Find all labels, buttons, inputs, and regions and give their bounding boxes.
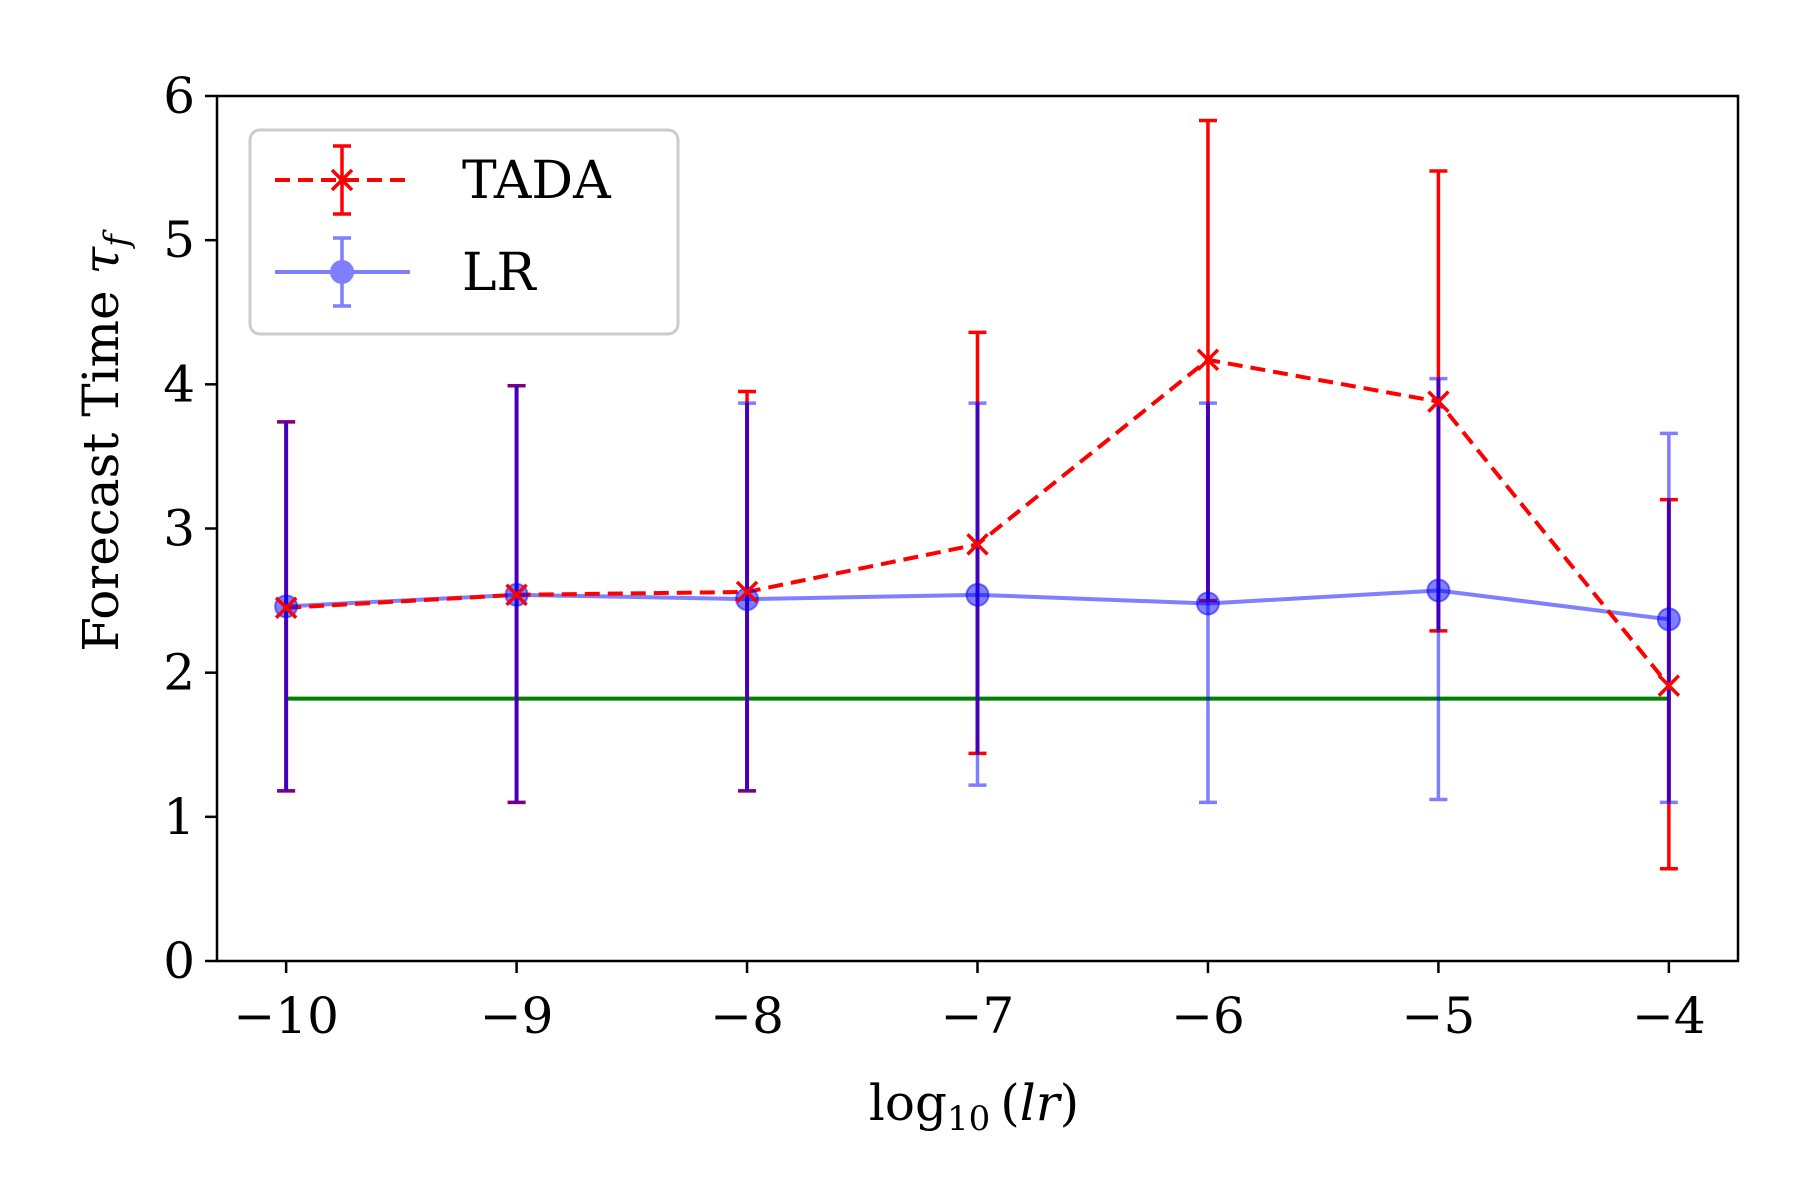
x-tick-label: −10	[233, 987, 339, 1045]
tada-marker	[1657, 674, 1681, 697]
tada-marker	[735, 580, 759, 604]
x-tick-label: −4	[1632, 987, 1706, 1045]
x-tick-label: −5	[1402, 987, 1476, 1045]
legend-lr-label: LR	[462, 243, 538, 303]
lr-marker	[1195, 591, 1220, 616]
tick-layer: −10 −9 −8 −7 −6 −5 −4 0 1 2 3 4 5 6	[163, 67, 1706, 1045]
legend-tada-label: TADA	[462, 151, 612, 211]
y-tick-label: 1	[163, 788, 195, 846]
tada-marker	[966, 533, 989, 556]
x-axis-label: log10 (lr)	[869, 1074, 1079, 1139]
lr-marker	[1656, 607, 1681, 632]
lr-marker	[965, 582, 990, 607]
y-tick-label: 3	[163, 500, 195, 558]
legend-lr-handle	[275, 236, 410, 308]
y-tick-label: 2	[163, 644, 195, 702]
lr-marker	[735, 587, 760, 612]
tada-marker	[274, 596, 298, 620]
tada-marker	[1427, 390, 1450, 413]
x-tick-label: −6	[1171, 987, 1245, 1045]
y-tick-label: 0	[163, 932, 195, 990]
x-tick-label: −8	[710, 987, 784, 1045]
tada-marker	[1196, 348, 1220, 372]
x-tick-label: −9	[480, 987, 554, 1045]
tada-marker	[505, 583, 528, 607]
legend-lr-marker	[330, 260, 354, 284]
y-tick-label: 5	[163, 211, 195, 269]
legend: TADA LR	[248, 128, 680, 336]
lr-marker	[1426, 578, 1451, 603]
marker-layer	[274, 348, 1681, 697]
y-tick-label: 4	[163, 355, 195, 413]
legend-tada-marker	[330, 168, 354, 192]
y-axis-label: Forecast Time τf	[72, 229, 137, 652]
x-tick-label: −7	[941, 987, 1015, 1045]
y-tick-label: 6	[163, 67, 195, 125]
